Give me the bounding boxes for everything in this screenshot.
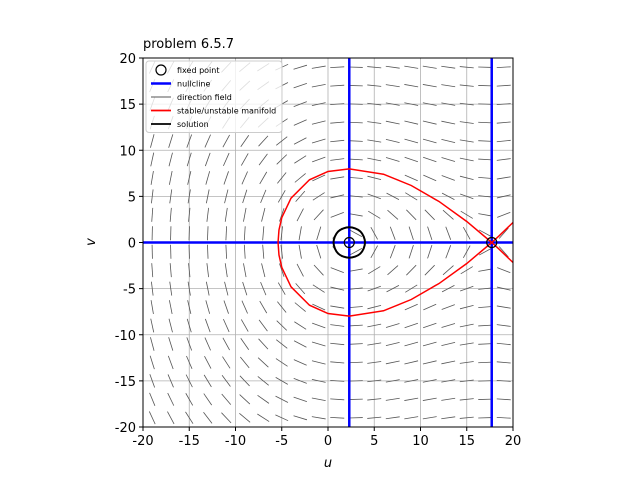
y-tick-label: -20 xyxy=(115,421,136,436)
y-tick-label: 15 xyxy=(119,98,136,113)
legend-label: solution xyxy=(177,120,209,129)
x-tick-label: 15 xyxy=(458,434,475,449)
direction-segment xyxy=(207,226,208,240)
direction-segment xyxy=(349,104,363,105)
x-tick-label: -15 xyxy=(179,434,200,449)
legend-label: nullcline xyxy=(177,80,211,89)
legend-label: fixed point xyxy=(177,66,219,75)
y-tick-label: -5 xyxy=(123,283,136,298)
y-axis-label: v xyxy=(84,238,99,246)
y-tick-label: 20 xyxy=(119,52,136,67)
x-axis-label: u xyxy=(324,456,332,471)
legend-label: direction field xyxy=(177,93,232,102)
x-tick-label: 20 xyxy=(505,434,522,449)
x-tick-label: 10 xyxy=(412,434,429,449)
y-tick-label: 0 xyxy=(128,237,136,252)
x-tick-label: 0 xyxy=(324,434,332,449)
chart-title: problem 6.5.7 xyxy=(143,37,234,52)
legend: fixed point nullcline direction field stabl… xyxy=(146,61,282,133)
legend-label: stable/unstable manifold xyxy=(177,107,276,116)
y-tick-label: 5 xyxy=(128,190,136,205)
x-tick-label: -10 xyxy=(225,434,246,449)
direction-segment xyxy=(478,104,492,105)
direction-segment xyxy=(478,381,492,382)
y-tick-label: 10 xyxy=(119,144,136,159)
y-tick-label: -10 xyxy=(115,329,136,344)
x-tick-label: 5 xyxy=(370,434,378,449)
y-tick-label: -15 xyxy=(115,375,136,390)
x-tick-label: -5 xyxy=(275,434,288,449)
x-tick-label: -20 xyxy=(132,434,153,449)
direction-segment xyxy=(349,381,363,382)
direction-segment xyxy=(207,245,208,259)
